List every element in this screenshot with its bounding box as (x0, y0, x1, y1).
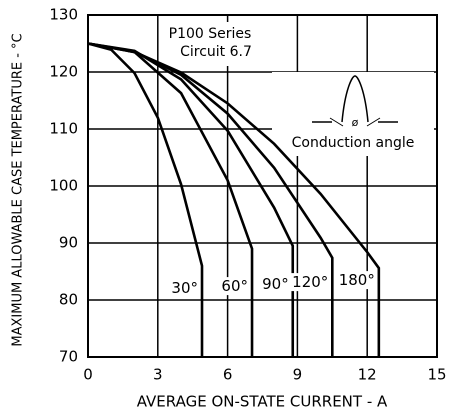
x-tick-label: 9 (293, 366, 303, 384)
x-tick-label: 12 (358, 366, 377, 384)
annotation: Circuit 6.7 (180, 44, 252, 60)
series-line (87, 42, 295, 357)
y-tick-label: 120 (49, 63, 78, 81)
series-label: 180° (339, 271, 375, 289)
series-label: 30° (171, 279, 198, 297)
series-line (87, 42, 381, 357)
label-bg (336, 271, 377, 290)
y-tick-label: 90 (59, 234, 78, 252)
label-bg (290, 273, 331, 292)
y-tick-label: 100 (49, 177, 78, 195)
annotation: Conduction angle (292, 135, 415, 151)
y-tick-label: 110 (49, 120, 78, 138)
annotation-bg (272, 72, 434, 156)
series-label: 60° (221, 277, 248, 295)
annotation: P100 Series (169, 26, 252, 42)
y-tick-label: 130 (49, 6, 78, 24)
x-axis-label: AVERAGE ON-STATE CURRENT - A (137, 393, 388, 411)
annotation: ø (352, 116, 359, 129)
y-axis-label: MAXIMUM ALLOWABLE CASE TEMPERATURE - °C (11, 33, 26, 346)
waveform-icon (329, 117, 381, 127)
x-tick-label: 15 (427, 366, 446, 384)
series-line (87, 42, 204, 357)
label-bg (219, 277, 251, 296)
x-tick-label: 3 (153, 366, 163, 384)
annotation-bg (160, 22, 262, 66)
label-bg (169, 279, 201, 298)
x-tick-label: 0 (83, 366, 93, 384)
plot-frame (87, 14, 438, 358)
y-tick-label: 70 (59, 348, 78, 366)
waveform-icon (312, 75, 398, 123)
y-tick-label: 80 (59, 291, 78, 309)
series-label: 90° (262, 275, 289, 293)
x-tick-label: 6 (223, 366, 233, 384)
label-bg (260, 275, 291, 294)
series-label: 120° (292, 273, 328, 291)
